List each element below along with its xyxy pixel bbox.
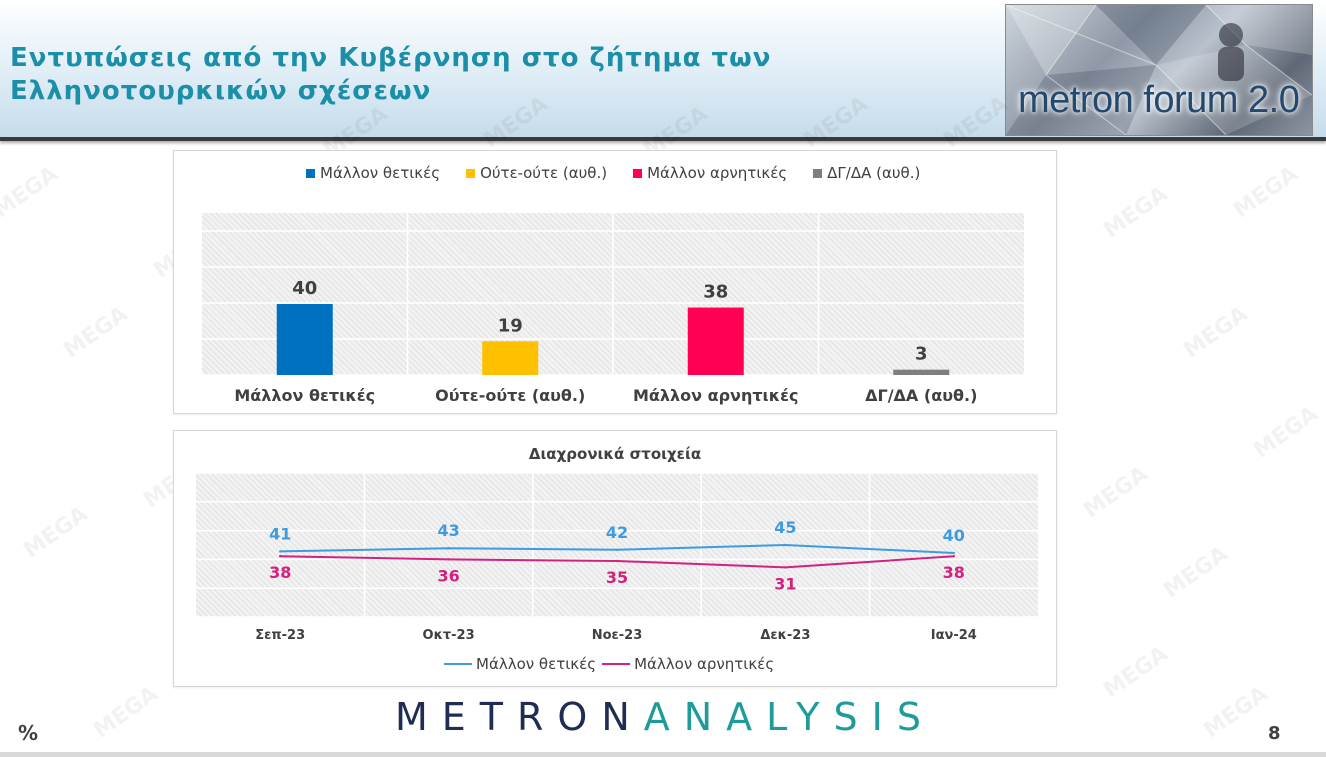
data-label: 3 [915, 344, 928, 365]
x-tick-label: Ούτε-ούτε (αυθ.) [435, 386, 585, 405]
x-tick-label: Μάλλον αρνητικές [633, 386, 799, 405]
data-label: 31 [774, 574, 796, 593]
line-legend: Μάλλον θετικές Μάλλον αρνητικές [444, 655, 780, 673]
brand-right: ANALYSIS [643, 695, 935, 739]
bar-chart: 40 Μάλλον θετικές 19 Ούτε-ούτε (αυθ.) 38 Μάλλ… [202, 213, 1024, 405]
data-point [447, 547, 450, 550]
brand-left: METRON [395, 695, 644, 739]
data-label: 38 [269, 563, 291, 582]
bar-legend: Μάλλον θετικές Ούτε-ούτε (αυθ.) Μάλλον αρν… [306, 164, 946, 182]
data-point [952, 555, 955, 558]
line-chart-panel: Διαχρονικά στοιχεία 41 43 42 45 40 38 36 35 31 38… [173, 430, 1057, 687]
metron-forum-logo: metron forum 2.0 [1005, 4, 1313, 136]
data-label: 40 [943, 526, 965, 545]
bar-chart-panel: Μάλλον θετικές Ούτε-ούτε (αυθ.) Μάλλον αρν… [173, 150, 1057, 414]
page-title: Εντυπώσεις από την Κυβέρνηση στο ζήτημα … [10, 43, 772, 106]
legend-swatch [633, 168, 643, 178]
data-label: 38 [943, 563, 965, 582]
legend-line-swatch [602, 663, 631, 665]
legend-item: Μάλλον θετικές [444, 655, 596, 673]
watermark-text: MEGA [1079, 461, 1153, 524]
slide-header: Εντυπώσεις από την Κυβέρνηση στο ζήτημα … [0, 0, 1326, 141]
data-point [784, 566, 787, 569]
watermark-text: MEGA [1099, 181, 1173, 244]
data-point [952, 551, 955, 555]
data-label: 40 [292, 278, 317, 299]
metron-analysis-logo: METRONANALYSIS [395, 695, 925, 739]
x-tick-label: Οκτ-23 [423, 628, 475, 643]
data-point [279, 555, 282, 558]
data-label: 36 [437, 566, 459, 585]
data-label: 43 [437, 521, 459, 540]
watermark-text: MEGA [1199, 681, 1273, 744]
legend-line-swatch [444, 663, 472, 665]
x-tick-label: Ιαν-24 [931, 628, 977, 643]
watermark-text: MEGA [19, 501, 93, 564]
data-point [784, 543, 787, 547]
legend-label: Μάλλον θετικές [476, 655, 597, 673]
data-point [615, 548, 619, 551]
legend-label: Μάλλον αρνητικές [634, 655, 775, 673]
legend-label: Μάλλον αρνητικές [647, 164, 788, 182]
watermark-text: MEGA [1159, 541, 1233, 604]
watermark-text: MEGA [1249, 401, 1323, 464]
bottom-divider [0, 752, 1326, 757]
data-label: 41 [269, 524, 291, 543]
legend-item: Μάλλον θετικές [306, 164, 440, 182]
bar-3 [687, 307, 744, 375]
line-plot-area [196, 473, 1038, 617]
bar-2 [482, 341, 539, 375]
watermark-text: MEGA [1099, 641, 1173, 704]
page-number: 8 [1268, 723, 1281, 744]
legend-swatch [813, 168, 823, 178]
data-label: 42 [606, 523, 628, 542]
legend-item: Ούτε-ούτε (αυθ.) [466, 164, 607, 182]
legend-item: ΔΓ/ΔΑ (αυθ.) [813, 164, 920, 182]
watermark-text: MEGA [0, 161, 63, 224]
x-tick-label: ΔΓ/ΔΑ (αυθ.) [865, 386, 977, 405]
legend-label: Ούτε-ούτε (αυθ.) [480, 164, 608, 182]
x-tick-label: Νοε-23 [592, 628, 643, 643]
line-chart-title: Διαχρονικά στοιχεία [528, 445, 702, 463]
logo-text: metron forum 2.0 [1018, 79, 1300, 121]
data-label: 45 [774, 518, 796, 537]
bar-1 [276, 304, 333, 375]
legend-swatch [466, 168, 476, 178]
data-point [615, 559, 619, 563]
legend-item: Μάλλον αρνητικές [602, 655, 774, 673]
unit-label: % [18, 721, 39, 745]
x-tick-label: Δεκ-23 [760, 628, 810, 643]
watermark-text: MEGA [89, 681, 163, 744]
data-point [279, 550, 282, 553]
legend-label: ΔΓ/ΔΑ (αυθ.) [827, 164, 921, 182]
data-label: 19 [498, 315, 523, 336]
watermark-text: MEGA [1179, 301, 1253, 364]
data-point [447, 558, 450, 561]
watermark-text: MEGA [59, 301, 133, 364]
bar-4 [893, 369, 950, 375]
watermark-text: MEGA [1229, 161, 1303, 224]
data-label: 38 [703, 282, 728, 303]
x-tick-label: Μάλλον θετικές [234, 386, 375, 405]
line-chart: 41 43 42 45 40 38 36 35 31 38 Σεπ-23 Οκτ-23 Νοε-23 Δε… [196, 472, 1038, 643]
legend-item: Μάλλον αρνητικές [633, 164, 787, 182]
legend-label: Μάλλον θετικές [320, 164, 441, 182]
legend-swatch [306, 168, 315, 178]
data-label: 35 [606, 568, 628, 587]
logo-pattern-icon [1006, 5, 1312, 135]
x-tick-label: Σεπ-23 [255, 628, 305, 643]
